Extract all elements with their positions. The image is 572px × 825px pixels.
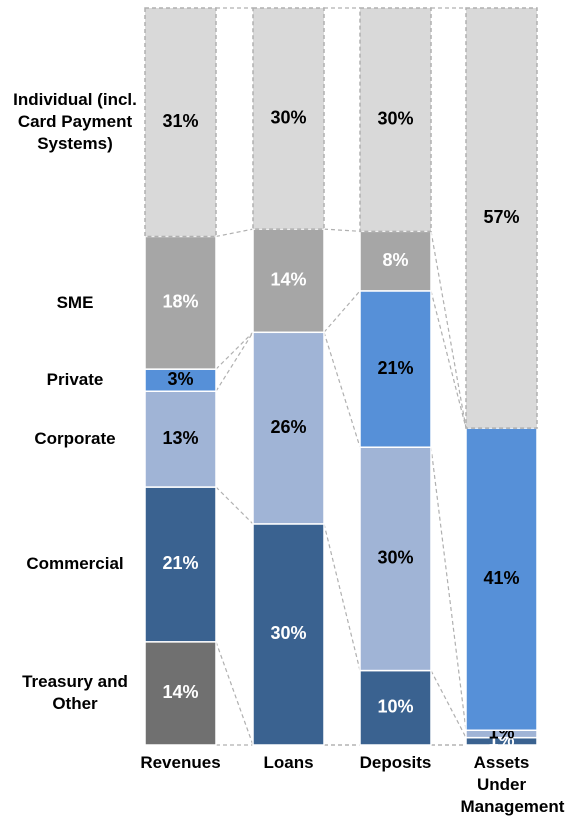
value-label: 57% <box>483 207 519 227</box>
series-label: Treasury and Other <box>22 672 128 714</box>
value-label: 31% <box>162 111 198 131</box>
value-label: 14% <box>162 682 198 702</box>
value-label: 21% <box>162 553 198 573</box>
category-label: Deposits <box>359 753 432 772</box>
bar-segment <box>252 7 325 230</box>
series-label: SME <box>56 292 94 312</box>
value-label: 3% <box>167 369 193 389</box>
bar-segment <box>252 331 325 525</box>
connector <box>215 331 254 370</box>
connector <box>215 228 254 238</box>
value-label: 26% <box>270 417 306 437</box>
value-label: 18% <box>162 292 198 312</box>
connectors <box>215 7 467 746</box>
connector <box>430 231 467 429</box>
value-label: 30% <box>270 623 306 643</box>
series-label: Private <box>46 370 104 390</box>
connector <box>323 332 361 448</box>
connector <box>430 670 467 738</box>
bar-segment <box>144 641 217 746</box>
connector <box>323 290 361 333</box>
series-label: Individual (incl. Card Payment Systems) <box>13 90 137 154</box>
value-label: 30% <box>377 108 413 128</box>
bar-segment <box>465 427 538 732</box>
connector <box>323 523 361 671</box>
category-label: Loans <box>263 753 314 772</box>
connector <box>430 290 467 429</box>
series-label: Corporate <box>34 429 116 449</box>
connector <box>215 641 254 746</box>
value-label: 30% <box>270 107 306 127</box>
bar-segment <box>359 290 432 448</box>
value-label: 10% <box>377 697 413 717</box>
bar-segment <box>465 7 538 429</box>
value-label: 41% <box>483 568 519 588</box>
value-label: 30% <box>377 548 413 568</box>
value-label: 8% <box>382 250 408 270</box>
value-label: 21% <box>377 358 413 378</box>
bar-segment <box>359 446 432 672</box>
bar-segment <box>144 235 217 370</box>
bar-segment <box>359 7 432 233</box>
category-label: Assets Under Management <box>460 753 565 816</box>
connector <box>323 228 361 232</box>
category-label: Revenues <box>140 753 221 772</box>
series-label: Commercial <box>26 554 124 574</box>
bar-segment <box>359 230 432 292</box>
value-label: 13% <box>162 428 198 448</box>
bar-segment <box>144 390 217 488</box>
bar-segment <box>144 7 217 238</box>
bar-segment <box>252 228 325 334</box>
connector <box>215 486 254 525</box>
value-label: 14% <box>270 269 306 289</box>
connector <box>430 447 467 731</box>
connector <box>215 331 254 392</box>
bar-segment <box>359 669 432 746</box>
